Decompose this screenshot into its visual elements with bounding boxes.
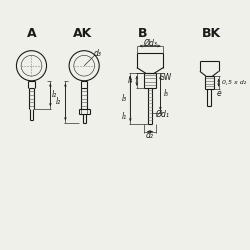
Text: l₁: l₁ xyxy=(121,112,126,121)
Text: l₅: l₅ xyxy=(164,88,169,98)
Text: l₂: l₂ xyxy=(52,90,57,100)
Text: Ød₁: Ød₁ xyxy=(155,110,169,119)
Text: SW: SW xyxy=(160,74,172,82)
Text: l₃: l₃ xyxy=(121,94,126,103)
Text: AK: AK xyxy=(73,27,92,40)
Text: B: B xyxy=(138,27,147,40)
Text: e: e xyxy=(217,88,222,98)
Text: l₄: l₄ xyxy=(128,76,133,85)
Text: d₂: d₂ xyxy=(146,131,154,140)
Text: l₂: l₂ xyxy=(56,98,61,106)
Text: Ød₃: Ød₃ xyxy=(143,39,157,48)
Text: d₃: d₃ xyxy=(94,49,102,58)
Text: A: A xyxy=(27,27,36,40)
Text: 0,5 x d₂: 0,5 x d₂ xyxy=(222,80,247,85)
Text: BK: BK xyxy=(202,27,221,40)
